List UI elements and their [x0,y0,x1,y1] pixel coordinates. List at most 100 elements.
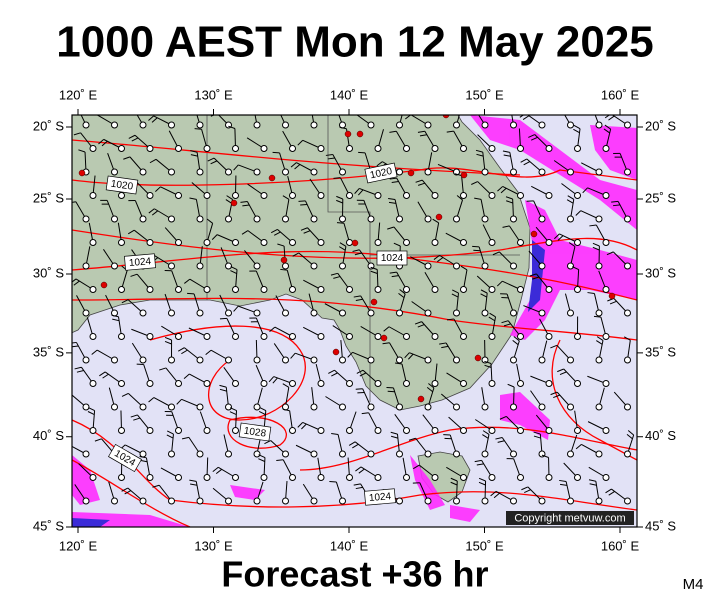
station [545,145,553,152]
wind-barb [191,182,211,199]
station [460,380,467,387]
station [431,145,439,152]
wind-barb [348,441,375,458]
lon-label: 160˚ E [601,538,640,553]
station [317,286,325,293]
barb-feather [417,130,425,133]
barb-feather [499,415,507,420]
isobar-label-box [364,162,398,184]
isobar-label-text: 1020 [369,166,393,181]
wind-barb [539,318,553,340]
wind-barb [422,414,439,434]
wind-barb [187,292,204,317]
barb-feather [240,200,248,203]
barb-feather [353,295,361,298]
barb-feather [210,160,218,165]
wind-barb [269,326,296,340]
wind-barb [72,394,90,411]
wind-barb [566,195,575,223]
barb-feather [356,369,364,374]
station [602,286,610,293]
wind-barb [593,315,610,340]
barb-feather [268,376,275,383]
wind-barb [413,464,439,481]
wind-barb [130,414,154,434]
station [510,215,517,223]
station [424,497,432,505]
station [196,309,204,317]
barb-feather [355,466,362,472]
barb-feather [336,222,345,224]
barb-feather [151,117,158,123]
lat-label: 35˚ S [645,344,676,359]
wind-barb [564,293,574,317]
station [253,121,261,129]
barb-feather [432,218,439,224]
station [431,286,439,293]
barb-feather [388,197,396,200]
barb-feather [189,197,197,200]
wind-barb [607,297,631,317]
wind-barb [573,124,581,152]
barb-feather [211,234,218,240]
station [196,356,204,364]
station [168,215,175,223]
barb-feather [264,440,271,445]
wind-barb [273,343,289,364]
station [175,239,182,246]
wind-barb [446,372,467,387]
barb-feather [102,373,109,379]
wind-barb [383,326,410,340]
barb-feather [229,407,237,411]
wind-barb [127,229,154,246]
station [260,145,268,152]
barb-feather [277,243,285,247]
barb-feather [333,177,341,179]
station [488,333,496,340]
station [111,215,118,223]
wind-barb [604,115,631,129]
wind-barb [121,487,147,505]
wind-barb [356,199,375,223]
station [82,262,90,270]
barb-feather [522,115,530,121]
wind-barb [446,466,467,481]
barb-feather [111,314,119,318]
isobar-label: 1020 [105,175,139,195]
station [346,474,353,481]
station [225,356,232,364]
wind-barb [100,199,118,223]
station [168,262,175,270]
wind-barb [298,200,318,223]
station [146,333,154,340]
station [282,497,289,505]
station [595,215,603,223]
wind-barb [477,134,496,152]
barb-feather [497,186,504,192]
wind-barb [164,336,175,364]
station [310,356,318,364]
wind-barb [476,275,496,293]
wind-barb [482,224,496,246]
station [253,215,261,223]
barb-feather [582,187,588,194]
lon-label: 130˚ E [194,87,233,102]
wind-barb [240,200,261,223]
station [574,427,581,434]
barb-feather [128,134,136,139]
wind-barb [439,342,460,364]
station [89,239,97,246]
station [488,239,496,246]
barb-feather [301,423,307,430]
wind-barb [219,317,239,340]
wind-barb [387,226,410,246]
barb-feather [258,411,266,416]
barb-feather [467,108,474,109]
wind-barb [355,388,375,411]
wind-barb [360,326,382,340]
station [139,356,147,364]
wind-barb [336,195,346,223]
station [339,497,346,505]
lat-label: 30˚ S [645,265,676,280]
station [118,427,125,434]
